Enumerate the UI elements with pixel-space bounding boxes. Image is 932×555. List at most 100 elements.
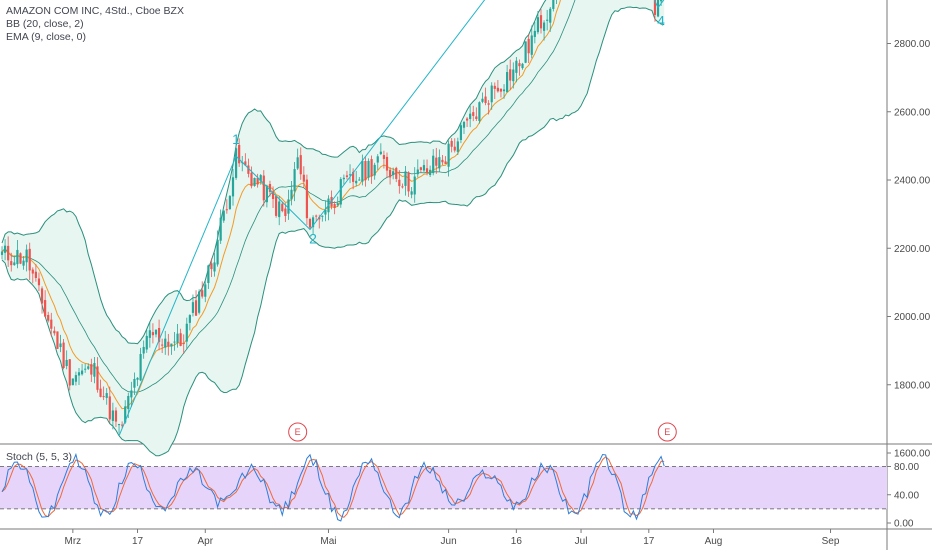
candle-body — [22, 260, 25, 266]
candle-body — [247, 165, 250, 174]
candle-body — [296, 157, 299, 169]
candle-body — [99, 388, 102, 397]
candle-body — [130, 390, 133, 398]
candle-body — [364, 161, 367, 181]
candle-body — [469, 113, 472, 120]
candle-body — [493, 85, 496, 89]
candle-body — [401, 186, 404, 188]
x-tick-label: Mai — [320, 536, 336, 547]
earnings-label: E — [295, 427, 301, 437]
y-tick-label: 1600.00 — [894, 449, 931, 460]
candle-body — [207, 265, 210, 284]
candle-body — [188, 315, 191, 323]
candle-body — [96, 366, 99, 390]
candle-body — [71, 378, 74, 386]
candle-body — [256, 178, 259, 185]
candle-body — [50, 319, 53, 329]
candle-body — [194, 300, 198, 316]
candle-body — [299, 155, 302, 175]
candle-body — [281, 203, 284, 212]
candle-body — [376, 156, 379, 163]
candle-body — [388, 169, 392, 178]
candle-body — [7, 245, 10, 261]
candle-body — [182, 343, 185, 345]
candle-body — [385, 156, 389, 171]
candle-body — [395, 167, 398, 179]
x-tick-label: Sep — [822, 536, 840, 547]
bollinger-lower-line — [1, 6, 665, 457]
candle-body — [499, 88, 503, 92]
candle-body — [117, 424, 121, 426]
candle-body — [465, 118, 469, 121]
candle-body — [201, 290, 204, 297]
candle-body — [176, 333, 179, 343]
candle-body — [305, 179, 309, 219]
candle-body — [536, 17, 540, 33]
candle-body — [518, 63, 521, 67]
candle-body — [324, 209, 327, 215]
x-tick-label: 16 — [511, 536, 523, 547]
ema-line — [1, 0, 561, 410]
candle-body — [68, 359, 71, 386]
earnings-label: E — [664, 427, 670, 437]
candle-body — [210, 263, 213, 270]
candle-body — [419, 167, 422, 170]
candle-body — [435, 157, 438, 166]
candle-body — [336, 203, 339, 206]
candle-body — [108, 396, 111, 420]
candle-body — [219, 217, 222, 241]
y-tick-label: 2200.00 — [894, 244, 931, 255]
candle-body — [31, 269, 34, 274]
candle-body — [262, 175, 265, 201]
candle-body — [315, 215, 318, 217]
candle-body — [521, 63, 524, 69]
candle-body — [213, 262, 216, 272]
y-tick-label: 2400.00 — [894, 176, 931, 187]
candle-body — [515, 60, 518, 73]
candle-body — [348, 174, 352, 176]
stoch-band — [0, 466, 887, 509]
candle-body — [19, 253, 22, 264]
bb-legend: BB (20, close, 2) — [6, 18, 84, 30]
candle-body — [379, 151, 382, 155]
candle-body — [478, 102, 481, 121]
candle-body — [80, 370, 84, 375]
candle-body — [546, 19, 549, 21]
wave-label: 4 — [657, 13, 665, 29]
earnings-marker — [288, 422, 308, 442]
stoch-k-line — [1, 452, 665, 522]
candle-body — [311, 217, 315, 228]
candle-body — [410, 191, 413, 195]
candle-body — [422, 165, 426, 171]
candle-body — [234, 148, 238, 178]
candle-body — [287, 199, 290, 214]
candle-body — [139, 354, 142, 381]
x-tick-label: 17 — [643, 536, 655, 547]
candle-body — [40, 288, 44, 304]
candle-body — [222, 210, 225, 221]
candle-body — [102, 396, 105, 398]
candle-body — [552, 0, 555, 9]
candle-body — [462, 121, 466, 128]
x-tick-label: Jun — [441, 536, 457, 547]
candle-body — [404, 171, 407, 186]
candle-body — [145, 335, 148, 350]
candle-body — [124, 406, 127, 423]
candle-body — [318, 217, 321, 220]
x-tick-label: Jul — [575, 536, 588, 547]
x-tick-label: Aug — [705, 536, 723, 547]
candle-body — [539, 15, 543, 29]
candle-body — [53, 330, 56, 334]
y-tick-label: 2800.00 — [894, 39, 931, 50]
candle-body — [13, 262, 16, 266]
candle-body — [59, 343, 62, 348]
candle-body — [238, 145, 241, 164]
candle-body — [47, 314, 50, 321]
candle-body — [398, 179, 401, 187]
candle-body — [16, 249, 19, 265]
candle-body — [321, 215, 324, 217]
stoch-d-line — [1, 456, 665, 518]
candle-body — [475, 116, 478, 120]
stoch-legend: Stoch (5, 5, 3) — [6, 451, 72, 464]
